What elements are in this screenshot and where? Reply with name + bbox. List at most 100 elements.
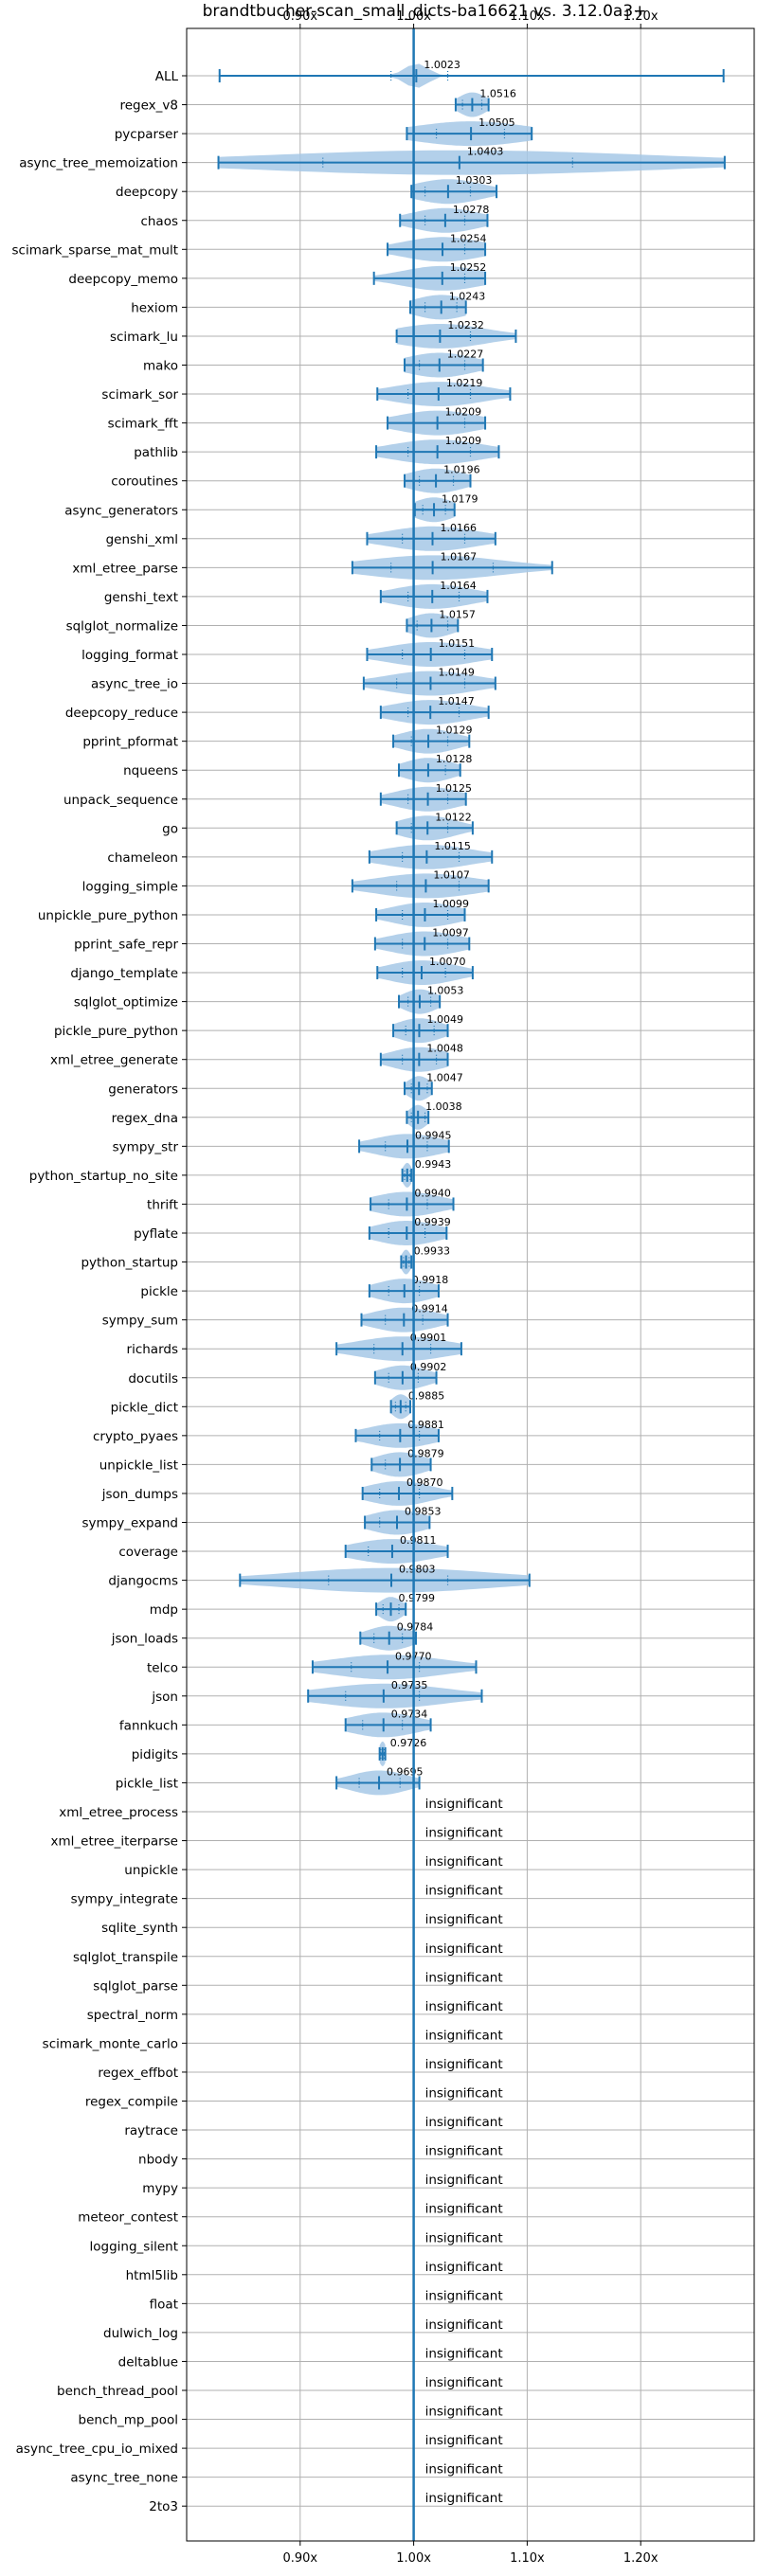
insignificant-label: insignificant [425,2144,503,2159]
benchmark-name-label: async_generators [64,503,178,518]
benchmark-name-label: genshi_text [104,590,178,605]
benchmark-name-label: float [150,2297,178,2312]
benchmark-name-label: xml_etree_generate [50,1053,178,1068]
benchmark-name-label: async_tree_io [91,677,178,692]
violin-value-label: 1.0232 [447,319,484,331]
benchmark-name-label: html5lib [126,2268,178,2283]
insignificant-label: insignificant [425,2057,503,2072]
benchmark-name-label: python_startup [81,1256,178,1271]
benchmark-name-label: go [162,821,178,836]
x-tick-label-bottom: 1.00x [396,2551,431,2566]
violin-value-label: 0.9901 [410,1332,447,1344]
benchmark-name-label: bench_mp_pool [79,2413,178,2428]
benchmark-name-label: sympy_integrate [71,1892,178,1907]
benchmark-name-label: logging_simple [82,879,178,894]
benchmark-name-label: pprint_pformat [82,735,178,750]
benchmark-name-label: deltablue [118,2354,178,2370]
benchmark-name-label: mako [143,359,178,374]
benchmark-name-label: deepcopy [116,185,178,200]
benchmark-name-label: fannkuch [119,1718,178,1733]
violin-value-label: 0.9803 [399,1564,436,1576]
violin-value-label: 0.9726 [390,1737,427,1749]
x-tick-label-bottom: 1.10x [510,2551,545,2566]
violin-value-label: 1.0209 [445,406,482,419]
benchmark-name-label: xml_etree_process [59,1805,178,1820]
violin-value-label: 1.0227 [447,349,484,361]
benchmark-name-label: nbody [138,2153,178,2168]
x-tick-label-top: 1.10x [510,9,545,24]
benchmark-name-label: python_startup_no_site [29,1169,178,1184]
violin-value-label: 0.9918 [412,1274,449,1286]
violin-value-label: 0.9885 [408,1389,445,1402]
violin-value-label: 1.0147 [438,695,475,707]
axis-layer: 0.90x 0.90x 1.00x 1.00x 1.10x 1.10x 1.20x 1.20x… [12,9,755,2566]
violin-value-label: 1.0070 [429,956,466,968]
plot-frame [186,27,755,2542]
insignificant-label: insignificant [425,2317,503,2333]
benchmark-name-label: scimark_lu [110,330,178,345]
violin-value-label: 1.0129 [436,724,473,737]
insignificant-label: insignificant [425,1941,503,1957]
benchmark-name-label: json_loads [111,1632,178,1647]
insignificant-label: insignificant [425,2433,503,2448]
benchmark-name-label: pickle_pure_python [54,1024,178,1039]
violin-value-label: 0.9870 [406,1476,443,1489]
insignificant-label: insignificant [425,1970,503,1985]
violin-value-label: 0.9933 [414,1245,451,1258]
insignificant-label: insignificant [425,2260,503,2275]
benchmark-name-label: hexiom [131,300,178,315]
benchmark-name-label: unpack_sequence [63,793,178,808]
violin-value-label: 0.9939 [414,1216,451,1228]
benchmark-name-label: deepcopy_memo [68,272,178,287]
violin-value-label: 1.0516 [479,88,516,100]
benchmark-name-label: docutils [128,1371,178,1386]
benchmark-name-label: pathlib [134,445,178,460]
violin-value-label: 1.0128 [436,753,473,765]
violin-value-label: 1.0254 [450,232,486,244]
x-tick-label-top: 1.00x [396,9,431,24]
violin-value-label: 1.0023 [424,59,460,71]
benchmark-name-label: coroutines [111,474,178,490]
insignificant-label: insignificant [425,2028,503,2043]
violin-value-label: 0.9881 [407,1419,444,1431]
violin-value-label: 1.0107 [433,868,470,881]
violin-value-label: 0.9914 [411,1303,448,1315]
benchmark-name-label: pickle_dict [111,1400,178,1415]
x-tick-label-bottom: 1.20x [623,2551,659,2566]
benchmark-name-label: pycparser [115,127,179,142]
benchmark-name-label: sqlglot_transpile [73,1950,178,1965]
insignificant-label: insignificant [425,1797,503,1812]
benchmark-name-label: pickle [140,1284,178,1299]
violin-value-label: 1.0403 [467,146,504,158]
violin-value-label: 0.9784 [397,1621,434,1634]
violin-value-label: 0.9799 [399,1592,436,1604]
insignificant-label: insignificant [425,2346,503,2361]
violin-value-label: 1.0157 [439,608,476,620]
benchmark-name-label: json [151,1690,178,1705]
benchmark-name-label: deepcopy_reduce [65,706,178,721]
benchmark-name-label: chameleon [107,850,178,866]
benchmark-name-label: meteor_contest [78,2210,178,2226]
benchmark-name-label: scimark_sparse_mat_mult [12,242,178,258]
benchmark-name-label: sqlglot_parse [93,1978,178,1994]
chart-title: brandtbucher-scan_small_dicts-ba16621 vs… [203,2,647,21]
insignificant-label: insignificant [425,1826,503,1841]
benchmark-name-label: spectral_norm [87,2008,178,2023]
benchmark-name-label: regex_dna [112,1111,178,1126]
violin-value-label: 1.0125 [436,782,473,795]
violin-value-label: 1.0164 [440,580,477,592]
benchmark-name-label: richards [127,1342,178,1357]
violin-value-label: 1.0048 [426,1043,463,1055]
label-layer: 1.0023 1.0516 1.0505 1.0403 1.0303 1.0278 1.02… [387,59,516,2506]
insignificant-label: insignificant [425,2405,503,2420]
benchmark-name-label: sympy_expand [81,1516,178,1531]
violin-value-label: 0.9879 [407,1447,444,1459]
benchmark-name-label: async_tree_memoization [19,156,178,171]
x-tick-label-top: 1.20x [623,9,659,24]
benchmark-name-label: telco [147,1660,178,1675]
benchmark-name-label: ALL [155,69,179,84]
benchmark-name-label: scimark_sor [101,387,178,402]
violin-value-label: 1.0278 [453,204,490,216]
violin-value-label: 1.0115 [434,840,471,852]
